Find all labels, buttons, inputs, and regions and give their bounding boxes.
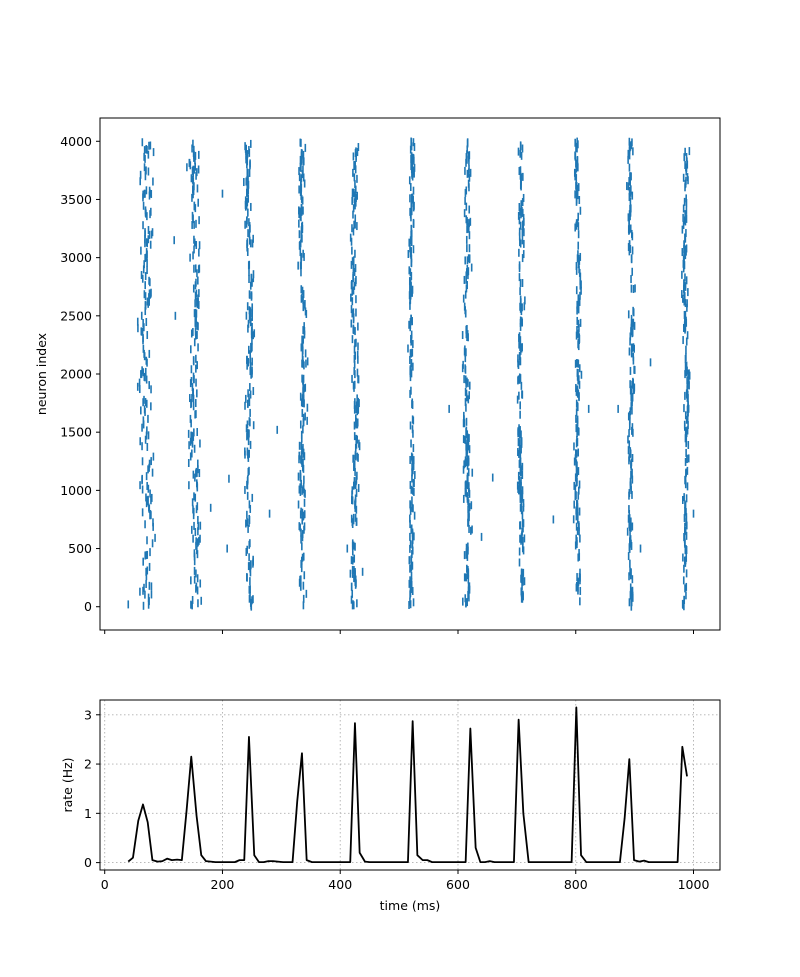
rate-y-tick-label: 1: [84, 806, 92, 821]
rate-x-tick-label: 0: [101, 877, 109, 892]
raster-axes-frame: [99, 117, 721, 631]
raster-y-tick-label: 0: [84, 599, 92, 614]
rate-x-tick-label: 1000: [678, 877, 710, 892]
rate-x-tick-label: 400: [328, 877, 352, 892]
rate-x-tick-label: 800: [564, 877, 588, 892]
rate-plot: 0 200 400 600 800 1000 0 1 2 3 rate (Hz) time (ms…: [60, 699, 721, 913]
raster-y-tick-label: 2000: [60, 367, 92, 382]
rate-y-tick-label: 0: [84, 855, 92, 870]
raster-y-tick-label: 500: [68, 541, 92, 556]
rate-ticks: 0 200 400 600 800 1000 0 1 2 3: [84, 707, 709, 892]
raster-y-axis-label: neuron index: [34, 333, 49, 415]
rate-y-tick-label: 2: [84, 757, 92, 772]
rate-x-tick-label: 600: [446, 877, 470, 892]
rate-axes-frame: [99, 699, 721, 871]
rate-y-tick-label: 3: [84, 707, 92, 722]
raster-y-tick-label: 2500: [60, 308, 92, 323]
raster-y-tick-label: 3000: [60, 250, 92, 265]
raster-spikes: [127, 137, 695, 611]
raster-y-tick-label: 3500: [60, 192, 92, 207]
raster-plot: 0 500 1000 1500 2000 2500 3000 3500 4000 neuron …: [34, 117, 721, 634]
rate-x-axis-label: time (ms): [380, 898, 441, 913]
raster-y-tick-label: 1500: [60, 425, 92, 440]
rate-x-tick-label: 200: [211, 877, 235, 892]
raster-ticks: 0 500 1000 1500 2000 2500 3000 3500 4000: [60, 134, 695, 634]
raster-y-tick-label: 1000: [60, 483, 92, 498]
rate-y-axis-label: rate (Hz): [60, 757, 75, 812]
raster-y-tick-label: 4000: [60, 134, 92, 149]
rate-series-line: [127, 706, 688, 864]
